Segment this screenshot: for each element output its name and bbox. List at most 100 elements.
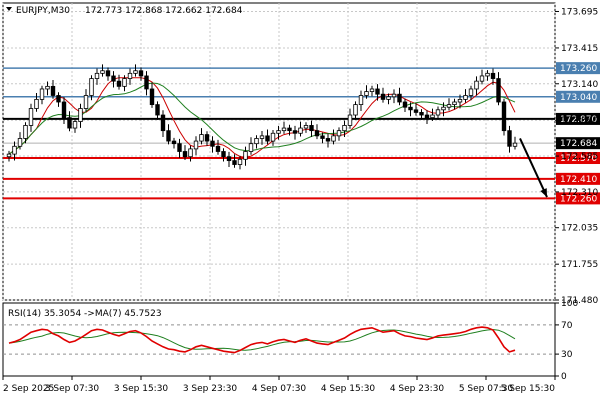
candle-body	[287, 127, 292, 132]
candle	[204, 131, 210, 146]
candle	[166, 124, 171, 145]
candle	[149, 82, 155, 108]
candle	[122, 75, 127, 92]
candle-body	[331, 135, 336, 142]
candle-body	[402, 101, 408, 108]
candle-body	[441, 106, 446, 111]
y-tick-label: 173.415	[561, 44, 598, 54]
x-tick-label: 3 Sep 23:30	[183, 384, 238, 394]
candle-body	[413, 109, 419, 113]
candle	[320, 132, 325, 144]
candle-body	[397, 93, 402, 103]
candle-body	[490, 72, 496, 79]
x-tick-label: 5 Sep 15:30	[501, 384, 556, 394]
candle-body	[353, 104, 358, 116]
candle-body	[325, 138, 331, 142]
candle-body	[512, 142, 518, 147]
rsi-tick-label: 70	[561, 321, 573, 331]
candle	[479, 69, 485, 85]
candle-body	[309, 125, 314, 132]
collapse-triangle-icon[interactable]	[6, 7, 12, 11]
candle-body	[369, 88, 375, 92]
candle	[375, 84, 380, 101]
candle	[226, 151, 232, 168]
candle-body	[276, 130, 281, 134]
level-label-bg	[556, 62, 600, 75]
candle	[72, 118, 78, 133]
candle	[270, 130, 276, 146]
candle	[325, 133, 331, 148]
candle	[303, 122, 309, 133]
candle	[111, 71, 116, 88]
candle-body	[100, 70, 105, 74]
x-tick-label: 4 Sep 07:30	[252, 384, 307, 394]
y-tick-label: 172.585	[561, 152, 598, 162]
candle-body	[166, 130, 171, 142]
candle-body	[232, 160, 237, 165]
candle	[199, 128, 204, 145]
candle-body	[435, 109, 441, 116]
candle	[133, 64, 138, 77]
candle-body	[281, 127, 287, 132]
candle	[490, 68, 496, 85]
candle	[364, 85, 369, 99]
ma-fast-line	[8, 77, 516, 158]
candle	[94, 68, 100, 85]
candle	[298, 121, 303, 137]
candle	[188, 145, 193, 162]
candle	[17, 132, 23, 150]
x-tick-label: 4 Sep 15:30	[321, 384, 376, 394]
candle-body	[424, 114, 430, 119]
candle-body	[259, 135, 265, 139]
candle-body	[138, 70, 144, 77]
level-label: 172.260	[560, 194, 597, 204]
candle-body	[182, 151, 188, 158]
candle	[468, 85, 474, 101]
candle-body	[215, 145, 221, 152]
candle-body	[248, 143, 254, 152]
y-tick-label: 172.860	[561, 116, 598, 126]
candle	[215, 139, 221, 155]
candle-body	[314, 130, 320, 137]
candle	[386, 93, 391, 105]
candle-body	[177, 143, 182, 152]
arrow-head	[540, 188, 547, 198]
candle-body	[199, 134, 204, 142]
candle	[397, 87, 402, 106]
candle-body	[127, 72, 133, 79]
candle-body	[474, 80, 479, 90]
candle-body	[468, 88, 474, 96]
candle	[501, 98, 507, 136]
candle-body	[507, 130, 512, 147]
candle	[171, 137, 177, 149]
candle-body	[485, 72, 490, 77]
rsi-tick-label: 0	[561, 372, 567, 382]
rsi-tick-label: 30	[561, 350, 573, 360]
candle	[265, 129, 270, 145]
candle	[413, 103, 419, 116]
candle	[463, 89, 468, 103]
candle-body	[430, 114, 435, 119]
level-label-bg	[556, 152, 600, 165]
level-label-bg	[556, 90, 600, 103]
candle	[496, 72, 501, 106]
candle-body	[144, 75, 149, 90]
candle	[457, 94, 463, 109]
candle	[78, 103, 83, 128]
candle	[45, 81, 50, 96]
candle	[182, 145, 188, 160]
candle-body	[105, 70, 111, 77]
candle-body	[320, 135, 325, 139]
candle-body	[237, 158, 243, 165]
candle-body	[358, 95, 364, 106]
candle-body	[122, 78, 127, 87]
grid	[2, 3, 556, 301]
y-tick-label: 172.035	[561, 224, 598, 234]
candle-body	[380, 93, 386, 100]
candle	[402, 98, 408, 113]
level-label: 173.260	[560, 64, 597, 74]
level-label: 172.410	[560, 175, 597, 185]
level-label-bg	[556, 172, 600, 185]
moving-averages	[8, 77, 516, 158]
